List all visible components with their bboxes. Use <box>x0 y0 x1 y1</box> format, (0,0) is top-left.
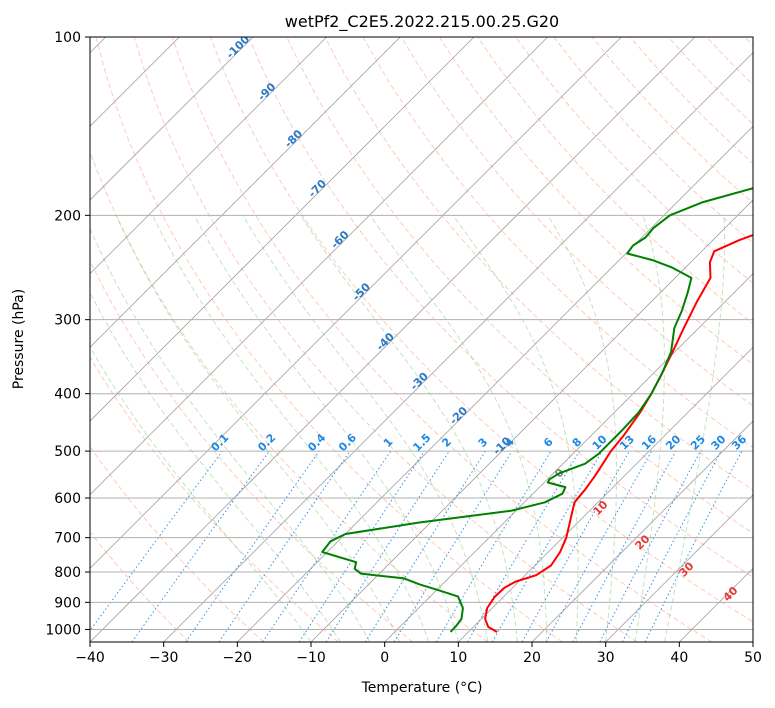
mixing-ratio-line <box>298 450 425 642</box>
isotherm <box>90 37 327 275</box>
dry-adiabat <box>324 37 753 491</box>
temperature-profile-line <box>484 234 753 633</box>
x-tick-label: 40 <box>670 650 688 666</box>
y-tick-label: 300 <box>54 313 81 329</box>
x-tick-label: 20 <box>523 650 541 666</box>
x-axis-label: Temperature (°C) <box>361 680 483 696</box>
y-tick-label: 800 <box>54 565 81 581</box>
y-tick-label: 200 <box>54 208 81 224</box>
moist-adiabat <box>90 291 341 642</box>
dry-adiabat <box>210 37 753 623</box>
x-tick-label: 10 <box>449 650 467 666</box>
y-axis: 1000 900 800 700 600 500 400 300 200 100 <box>45 30 90 638</box>
moist-adiabat <box>193 215 459 642</box>
x-axis: −40 −30 −20 −10 0 10 20 30 40 50 <box>75 642 762 666</box>
mixing-ratio-line <box>325 450 450 642</box>
moist-adiabat <box>634 215 665 642</box>
y-tick-label: 1000 <box>45 622 81 638</box>
mixing-ratio-line <box>521 450 630 642</box>
profile-series <box>321 186 753 633</box>
mixing-ratio-line <box>131 450 270 642</box>
dry-adiabat <box>438 37 753 366</box>
moist-adiabat <box>664 215 726 642</box>
isotherm <box>458 346 753 642</box>
x-tick-label: 0 <box>380 650 389 666</box>
y-axis-label: Pressure (hPa) <box>11 289 27 389</box>
isotherm <box>531 420 753 642</box>
isotherm <box>90 37 254 201</box>
x-tick-label: −30 <box>149 650 179 666</box>
mixing-ratio-line <box>545 450 653 642</box>
y-tick-label: 400 <box>54 387 81 403</box>
dry-adiabat <box>248 37 753 578</box>
x-tick-label: 30 <box>597 650 615 666</box>
mixing-ratio-line <box>218 450 351 642</box>
isotherm <box>90 37 622 569</box>
isotherm <box>237 125 753 642</box>
isotherm <box>163 52 753 642</box>
pressure-gridlines <box>90 37 753 630</box>
x-tick-label: 50 <box>744 650 762 666</box>
moist-adiabat <box>547 215 617 642</box>
chart-title: wetPf2_C2E5.2022.215.00.25.G20 <box>285 12 559 32</box>
isotherm <box>384 273 753 642</box>
isotherm <box>90 37 548 496</box>
background-lines <box>90 37 753 642</box>
moist-adiabat <box>152 215 430 642</box>
y-tick-label: 700 <box>54 531 81 547</box>
dry-adiabat <box>95 37 563 642</box>
y-tick-label: 600 <box>54 491 81 507</box>
y-tick-label: 900 <box>54 595 81 611</box>
mixing-ratio-line <box>185 450 320 642</box>
mixing-ratio-line <box>644 450 743 642</box>
dry-adiabat <box>90 445 264 642</box>
isotherm <box>605 494 753 642</box>
isotherm <box>90 37 401 348</box>
x-tick-label: −40 <box>75 650 105 666</box>
dry-adiabat <box>133 37 638 642</box>
mixing-ratio-line <box>393 450 513 642</box>
dry-adiabat <box>90 150 488 642</box>
mixing-ratio-line <box>572 450 677 642</box>
dry-adiabat <box>90 356 339 642</box>
dry-adiabat <box>515 37 753 284</box>
mixing-ratio-line <box>262 450 392 642</box>
dry-adiabat <box>171 37 712 642</box>
moist-adiabat <box>90 345 312 642</box>
x-tick-label: −10 <box>296 650 326 666</box>
y-tick-label: 100 <box>54 30 81 46</box>
dewpoint-profile-line <box>321 186 753 633</box>
plot-frame <box>89 36 754 643</box>
moist-adiabat <box>300 215 518 642</box>
x-tick-label: −20 <box>223 650 253 666</box>
dry-adiabat <box>90 531 190 642</box>
dry-adiabat <box>400 37 753 407</box>
moist-adiabat <box>115 215 400 642</box>
moist-adiabat <box>90 227 371 642</box>
isotherm <box>310 199 753 642</box>
isotherm <box>90 37 696 642</box>
y-tick-label: 500 <box>54 444 81 460</box>
mixing-ratio-line <box>90 450 223 632</box>
isotherm <box>90 37 475 422</box>
